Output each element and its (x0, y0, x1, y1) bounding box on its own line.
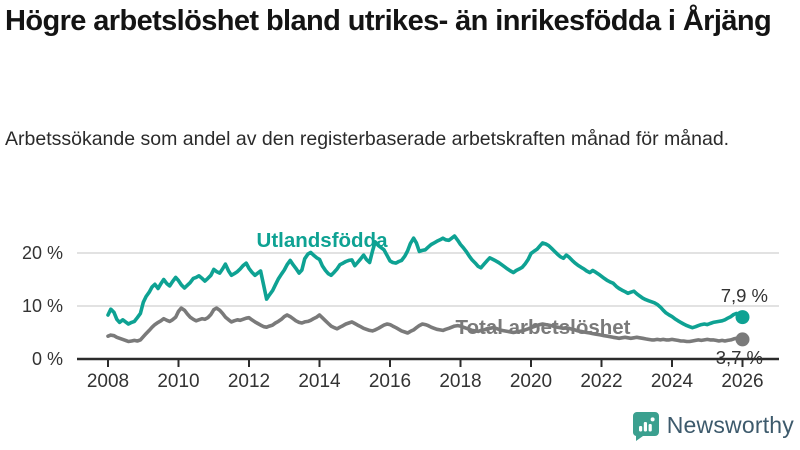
series-label-utlandsfodda: Utlandsfödda (257, 229, 389, 252)
x-axis-label-2016: 2016 (369, 371, 411, 392)
series-label-total: Total arbetslöshet (455, 316, 630, 339)
x-axis-label-2024: 2024 (651, 371, 694, 392)
endpoint-dot-utlandsfodda (735, 310, 750, 325)
chart-subtitle: Arbetssökande som andel av den registerb… (5, 128, 730, 150)
y-axis-label-0: 0 % (32, 349, 63, 369)
series-line-utlandsfodda (106, 234, 745, 330)
x-axis-label-2008: 2008 (87, 371, 129, 392)
y-axis-label-20: 20 % (22, 243, 63, 263)
newsworthy-bubble-bar-chart-icon (632, 411, 659, 441)
x-axis-label-2020: 2020 (510, 371, 552, 392)
x-axis-label-2014: 2014 (298, 371, 341, 392)
x-axis-label-2018: 2018 (439, 371, 481, 392)
x-axis-label-2012: 2012 (228, 371, 270, 392)
x-axis-label-2026: 2026 (721, 371, 763, 392)
end-value-label-total: 3,7 % (716, 347, 763, 368)
newsworthy-logo: Newsworthy (632, 409, 794, 441)
brand-name: Newsworthy (666, 411, 794, 438)
x-axis-label-2022: 2022 (580, 371, 622, 392)
x-axis-label-2010: 2010 (157, 371, 199, 392)
chart-title: Högre arbetslöshet bland utrikes- än inr… (5, 5, 772, 37)
series-line-total (106, 306, 745, 344)
end-value-label-utlandsfodda: 7,9 % (721, 285, 768, 306)
y-axis-label-10: 10 % (22, 296, 63, 316)
endpoint-dot-total (735, 332, 750, 347)
